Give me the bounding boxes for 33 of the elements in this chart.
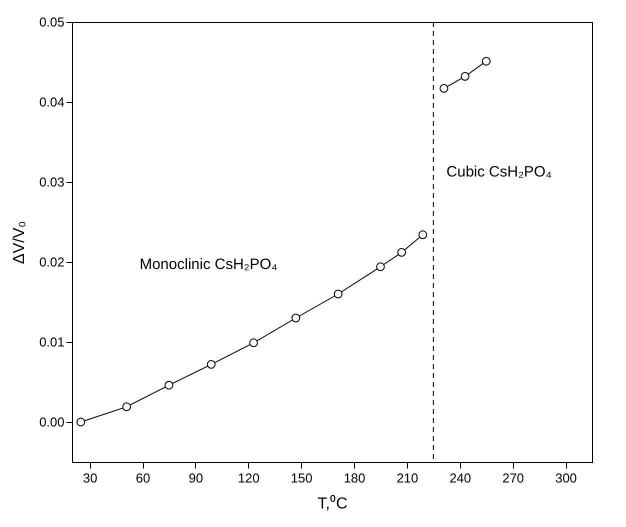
point	[376, 262, 385, 272]
x-tick-label: 180	[344, 470, 366, 486]
x-axis-title: T,⁰C	[318, 494, 348, 512]
point	[76, 418, 86, 426]
x-tick-label: 30	[82, 470, 98, 486]
point	[440, 84, 448, 93]
x-tick-label: 240	[449, 470, 472, 486]
y-tick-label: 0.01	[39, 334, 64, 350]
x-tick-label: 150	[290, 470, 313, 486]
annotation: Cubic CsH₂PO₄	[446, 164, 552, 181]
annotation: Monoclinic CsH₂PO₄	[140, 256, 278, 273]
y-axis-title: ΔV/V₀	[11, 220, 28, 264]
x-tick-label: 120	[238, 470, 260, 486]
point	[291, 314, 300, 322]
y-tick-label: 0.04	[39, 94, 64, 110]
point	[122, 402, 132, 412]
x-tick-label: 270	[502, 470, 524, 486]
point	[249, 338, 258, 348]
y-tick-label: 0.02	[39, 254, 64, 270]
point	[418, 230, 428, 240]
point	[397, 248, 406, 257]
point	[460, 72, 470, 81]
point	[164, 380, 174, 390]
x-tick-label: 90	[188, 470, 204, 486]
x-tick-label: 60	[136, 470, 150, 486]
point	[334, 290, 343, 298]
x-tick-label: 210	[396, 470, 418, 486]
y-tick-label: 0.05	[39, 14, 64, 30]
y-tick-label: 0.03	[39, 174, 64, 190]
x-tick-label: 300	[555, 470, 577, 486]
point	[482, 56, 491, 66]
point	[206, 360, 216, 369]
y-tick-label: 0.00	[39, 414, 64, 430]
